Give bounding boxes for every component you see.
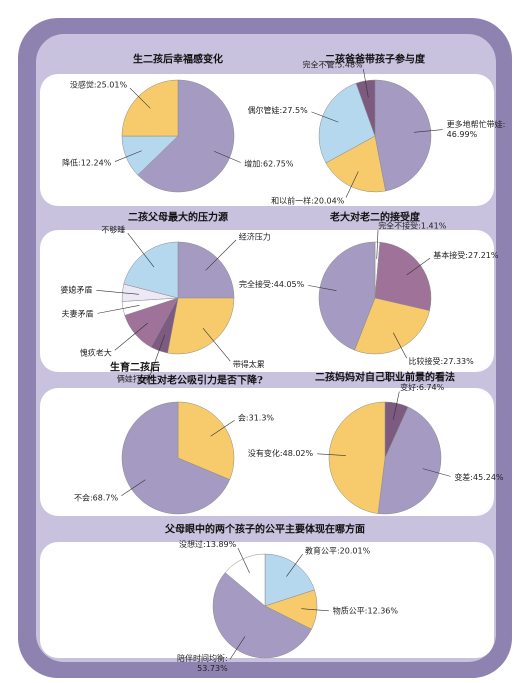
slice-label: 夫妻矛盾	[62, 309, 94, 319]
chart-title: 女性对老公吸引力是否下降?	[137, 374, 263, 387]
chart-title: 二孩爸爸带孩子参与度	[325, 53, 426, 66]
leader-line	[149, 334, 166, 376]
leader-line	[308, 285, 337, 292]
leader-line	[413, 129, 443, 133]
leader-line	[127, 233, 155, 268]
slice-label: 没感觉:25.01%	[70, 80, 128, 90]
leader-line	[317, 453, 346, 456]
slice-label: 完全不管:5.48%	[303, 60, 364, 70]
leader-line	[205, 239, 237, 271]
slice-label: 陪伴时间均衡: 53.73%	[177, 652, 228, 672]
slice-label: 基本接受:27.21%	[433, 250, 499, 260]
slice-label: 教育公平:20.01%	[305, 546, 371, 556]
slice-label: 完全接受:44.05%	[239, 279, 305, 289]
slice-label: 偶尔管娃:27.5%	[248, 105, 309, 115]
leader-line	[202, 328, 231, 362]
chart-title: 二孩父母最大的压力源	[128, 211, 228, 224]
slice-label: 婆媳矛盾	[60, 284, 92, 294]
slice-label: 完全不接受:1.41%	[378, 221, 447, 231]
leader-line	[237, 547, 250, 574]
leader-line	[376, 230, 379, 259]
slice-label: 比较接受:27.33%	[409, 356, 475, 366]
leader-line	[229, 636, 246, 660]
slice-label: 更多地帮忙带娃: 46.99%	[447, 119, 506, 139]
leader-line	[392, 391, 400, 420]
slice-label: 和以前一样:20.04%	[271, 196, 345, 206]
slice-label: 没有变化:48.02%	[248, 448, 314, 458]
slice-label: 增加:62.75%	[244, 159, 294, 169]
leader-line	[393, 332, 407, 359]
slice-label: 带得太累	[233, 359, 265, 369]
slice-label: 变差:45.24%	[454, 472, 504, 482]
leader-line	[121, 479, 146, 496]
slice-label: 会:31.3%	[238, 413, 275, 423]
leader-line	[97, 305, 140, 314]
slice-label: 没想过:13.89%	[179, 539, 237, 549]
slice-label: 物质公平:12.36%	[333, 606, 399, 616]
leader-line	[96, 289, 140, 295]
leader-line	[114, 150, 142, 162]
slice-label: 变好:6.74%	[400, 382, 445, 392]
slice-label: 俩娃打闹	[117, 373, 149, 383]
slice-label: 愧疚老大	[80, 347, 112, 357]
slice-label: 不够睡	[101, 225, 125, 235]
chart-title: 生育二孩后	[110, 361, 160, 374]
slice-label: 不会:68.7%	[74, 492, 119, 502]
chart-title: 二孩妈妈对自己职业前景的看法	[315, 371, 455, 384]
leader-line	[363, 68, 369, 98]
leader-line	[286, 554, 303, 577]
leader-line	[345, 171, 359, 198]
leader-line	[301, 608, 329, 612]
leader-line	[210, 420, 235, 437]
leader-line	[422, 468, 451, 477]
slice-label: 经济压力	[239, 232, 271, 242]
chart-title: 老大对老二的接受度	[329, 211, 421, 224]
leader-line	[114, 322, 148, 351]
leader-line	[311, 111, 339, 123]
chart-title: 父母眼中的两个孩子的公平主要体现在哪方面	[164, 523, 365, 536]
leader-line	[129, 87, 151, 109]
chart-title: 生二孩后幸福感变化	[133, 53, 223, 66]
leader-line	[406, 257, 431, 276]
leader-line	[213, 151, 241, 163]
slice-label: 降低:12.24%	[62, 158, 112, 168]
